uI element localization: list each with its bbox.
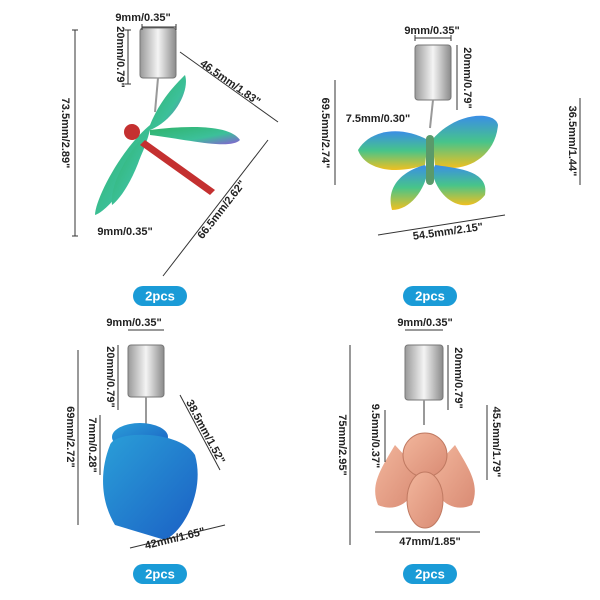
badge: [403, 564, 457, 584]
dimension-label: 9mm/0.35": [397, 317, 452, 329]
badge: [133, 564, 187, 584]
badge-text: 2pcs: [415, 288, 445, 303]
dimension-label: 9mm/0.35": [404, 25, 459, 37]
dimension-label: 7.5mm/0.30": [346, 113, 411, 125]
dimension-label: 69.5mm/2.74": [319, 98, 331, 169]
badge: [133, 286, 187, 306]
dimension-label: 36.5mm/1.44": [566, 106, 578, 177]
dimension-label: 9mm/0.35": [106, 317, 161, 329]
dimension-label: 69mm/2.72": [64, 406, 76, 467]
art: [95, 27, 498, 540]
dimension-label: 75mm/2.95": [336, 414, 348, 475]
badge: [403, 286, 457, 306]
dimension-label: 9mm/0.35": [115, 12, 170, 24]
dimension-label: 20mm/0.79": [114, 26, 126, 87]
badge-text: 2pcs: [145, 288, 175, 303]
dimension-label: 73.5mm/2.89": [59, 98, 71, 169]
dimension-label: 7mm/0.28": [86, 417, 98, 472]
badge-text: 2pcs: [415, 566, 445, 581]
dimension-label: 46.5mm/1.83": [198, 58, 263, 108]
dimension-label: 47mm/1.85": [399, 536, 460, 548]
dimension-label: 20mm/0.79": [452, 347, 464, 408]
dimension-label: 20mm/0.79": [104, 346, 116, 407]
dimension-label: 9mm/0.35": [97, 226, 152, 238]
dimension-label: 9.5mm/0.37": [369, 404, 381, 469]
dimension-label: 45.5mm/1.79": [490, 407, 502, 478]
badge-text: 2pcs: [145, 566, 175, 581]
dimension-lines: [72, 24, 581, 549]
dimension-label: 20mm/0.79": [461, 47, 473, 108]
